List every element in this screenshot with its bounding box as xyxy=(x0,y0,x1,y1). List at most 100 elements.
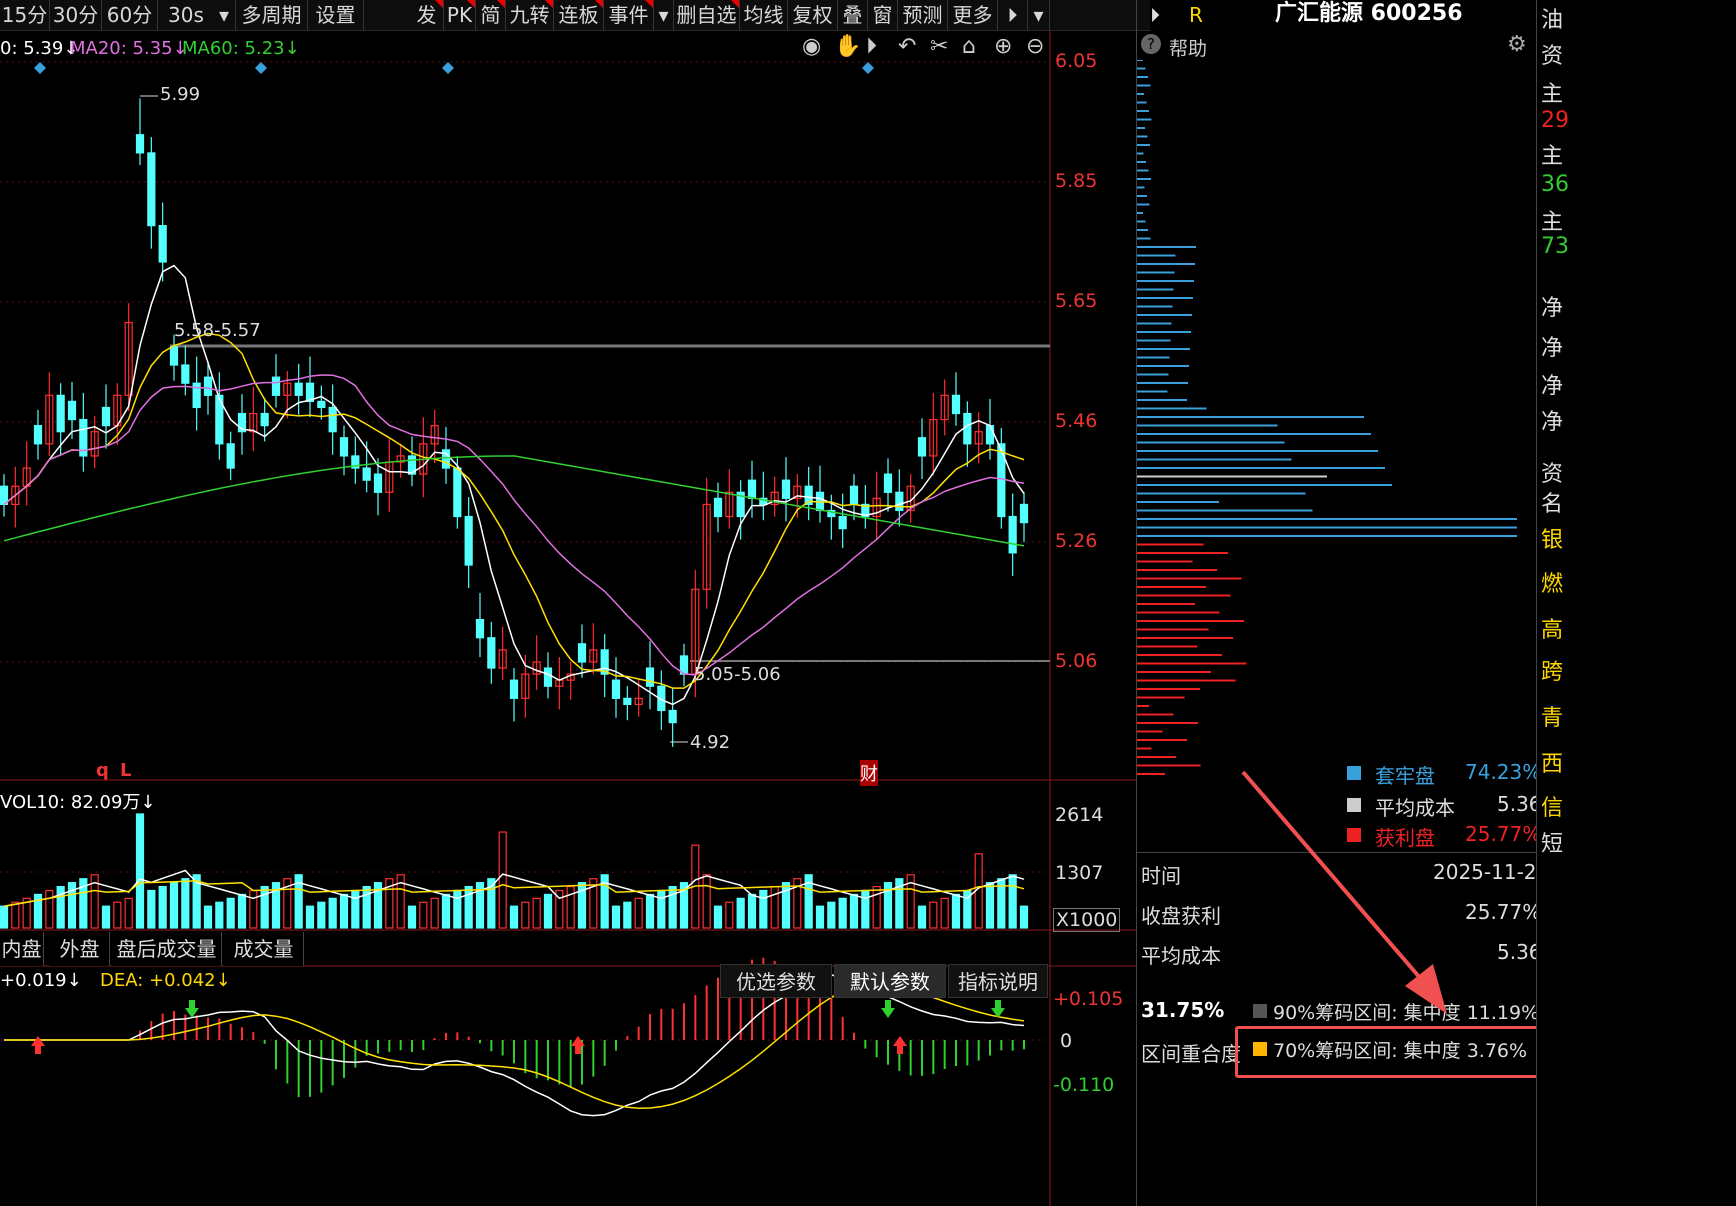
volume-bar xyxy=(339,893,349,929)
fund-flow-item: 73 xyxy=(1541,234,1569,259)
chevron-down-icon: ▾ xyxy=(218,3,229,27)
volume-bar xyxy=(147,889,156,929)
adjust-button[interactable]: 复权 xyxy=(788,0,838,30)
zoom-out-icon[interactable]: ⊖ xyxy=(1026,34,1045,59)
tab-inner-volume[interactable]: 内盘 xyxy=(0,932,44,966)
legend-value: 25.77% xyxy=(1465,822,1542,846)
period-30s-dropdown[interactable]: 30s ▾ xyxy=(158,0,236,30)
candle xyxy=(702,477,711,609)
volume-bar xyxy=(679,882,689,929)
volume-bar xyxy=(555,889,564,929)
limit-board-button[interactable]: 连板 xyxy=(554,0,604,30)
vol-ma10-line xyxy=(3,880,1025,907)
volume-bar xyxy=(577,882,587,929)
tab-indicator-help[interactable]: 指标说明 xyxy=(948,964,1048,998)
volume-bar xyxy=(657,889,666,929)
tab-default-params[interactable]: 默认参数 xyxy=(834,964,946,998)
forecast-button[interactable]: 预测 xyxy=(898,0,948,30)
candle xyxy=(249,386,258,452)
simple-button[interactable]: 简 xyxy=(476,0,506,30)
volume-bar xyxy=(713,905,723,929)
events-button[interactable]: 事件 xyxy=(604,0,654,30)
play-icon[interactable]: ⏵ xyxy=(866,34,878,59)
volume-bar xyxy=(430,897,439,929)
period-60min-tab[interactable]: 60分 xyxy=(102,0,158,30)
overlay-button[interactable]: 叠 xyxy=(838,0,868,30)
avg-cost-value: 5.36 xyxy=(1497,940,1542,964)
tab-after-hours-volume[interactable]: 盘后成交量 xyxy=(112,932,222,966)
vol10-label: VOL10: 82.09万↓ xyxy=(0,792,156,813)
volume-bar xyxy=(872,885,881,929)
kline-chart[interactable] xyxy=(0,0,1136,1206)
settings-button[interactable]: 设置 xyxy=(308,0,364,30)
volume-bar xyxy=(1019,905,1029,929)
volume-bar xyxy=(668,885,677,929)
legend-label: 套牢盘 xyxy=(1375,764,1435,788)
eye-icon[interactable]: ◉ xyxy=(802,34,822,59)
candle xyxy=(237,394,247,455)
price-axis-label: 5.06 xyxy=(1055,650,1098,672)
fund-flow-item: 29 xyxy=(1541,108,1569,133)
gear-icon[interactable]: ⚙ xyxy=(1507,32,1527,57)
collapse-panel-icon[interactable]: ⏵ xyxy=(1150,3,1160,27)
help-icon[interactable]: ? xyxy=(1141,34,1161,54)
tab-volume[interactable]: 成交量 xyxy=(224,932,304,966)
tab-outer-volume[interactable]: 外盘 xyxy=(50,932,110,966)
legend-label: 平均成本 xyxy=(1375,796,1455,820)
lock-icon[interactable]: ⌂ xyxy=(962,34,976,59)
vol-axis-mid: 1307 xyxy=(1055,862,1104,884)
period-30min-tab[interactable]: 30分 xyxy=(50,0,102,30)
volume-bar xyxy=(793,878,802,929)
candle xyxy=(430,409,439,464)
period-15min-tab[interactable]: 15分 xyxy=(0,0,50,30)
volume-bar xyxy=(215,901,224,929)
candle xyxy=(385,438,394,512)
scissors-icon[interactable]: ✂ xyxy=(930,34,949,59)
buy-arrow-icon xyxy=(571,1036,585,1054)
candle xyxy=(645,641,655,710)
time-value: 2025-11-20 xyxy=(1433,860,1550,884)
fund-flow-item: 西 xyxy=(1541,752,1564,777)
hand-icon[interactable]: ✋ xyxy=(834,34,862,59)
candle xyxy=(328,384,337,455)
zoom-in-icon[interactable]: ⊕ xyxy=(994,34,1013,59)
expand-icon[interactable]: ⏵ xyxy=(998,0,1028,30)
candle xyxy=(181,345,190,396)
volume-bar xyxy=(0,905,9,929)
ma-lines-button[interactable]: 均线 xyxy=(740,0,788,30)
multi-period-button[interactable]: 多周期 xyxy=(236,0,308,30)
volume-bar xyxy=(600,874,609,929)
pk-button[interactable]: PK xyxy=(444,0,476,30)
volume-bar xyxy=(79,878,88,929)
events-dropdown[interactable]: ▾ xyxy=(654,0,674,30)
undo-icon[interactable]: ↶ xyxy=(898,34,917,59)
remove-watchlist-button[interactable]: 删自选 xyxy=(674,0,740,30)
chevron-down-icon[interactable]: ▾ xyxy=(1028,0,1050,30)
window-button[interactable]: 窗 xyxy=(868,0,898,30)
chip-70-range: 70%筹码区间: 集中度 3.76% xyxy=(1273,1040,1528,1062)
tab-optimal-params[interactable]: 优选参数 xyxy=(720,964,832,998)
volume-bar xyxy=(895,878,904,929)
fund-flow-item: 银 xyxy=(1541,528,1564,553)
volume-bar xyxy=(623,901,632,929)
candle xyxy=(226,431,235,481)
ma-lines xyxy=(3,264,1025,706)
volume-bar xyxy=(498,831,507,929)
candle xyxy=(1008,493,1017,576)
fund-flow-item: 高 xyxy=(1541,618,1564,643)
candle xyxy=(883,458,893,512)
candle xyxy=(623,686,632,721)
help-label[interactable]: 帮助 xyxy=(1169,38,1208,60)
ma5-line xyxy=(3,264,1025,706)
volume-bar xyxy=(747,893,757,929)
highlight-box xyxy=(1235,1026,1539,1078)
candle xyxy=(124,303,133,412)
nine-turn-button[interactable]: 九转 xyxy=(506,0,554,30)
fa-button[interactable]: 发 xyxy=(410,0,444,30)
time-label: 时间 xyxy=(1141,864,1181,888)
fund-flow-item: 净 xyxy=(1541,374,1564,399)
more-button[interactable]: 更多 xyxy=(948,0,998,30)
sell-arrow-icon xyxy=(185,1000,199,1018)
volume-bar xyxy=(951,893,961,929)
finance-marker[interactable]: 财 xyxy=(860,760,878,786)
